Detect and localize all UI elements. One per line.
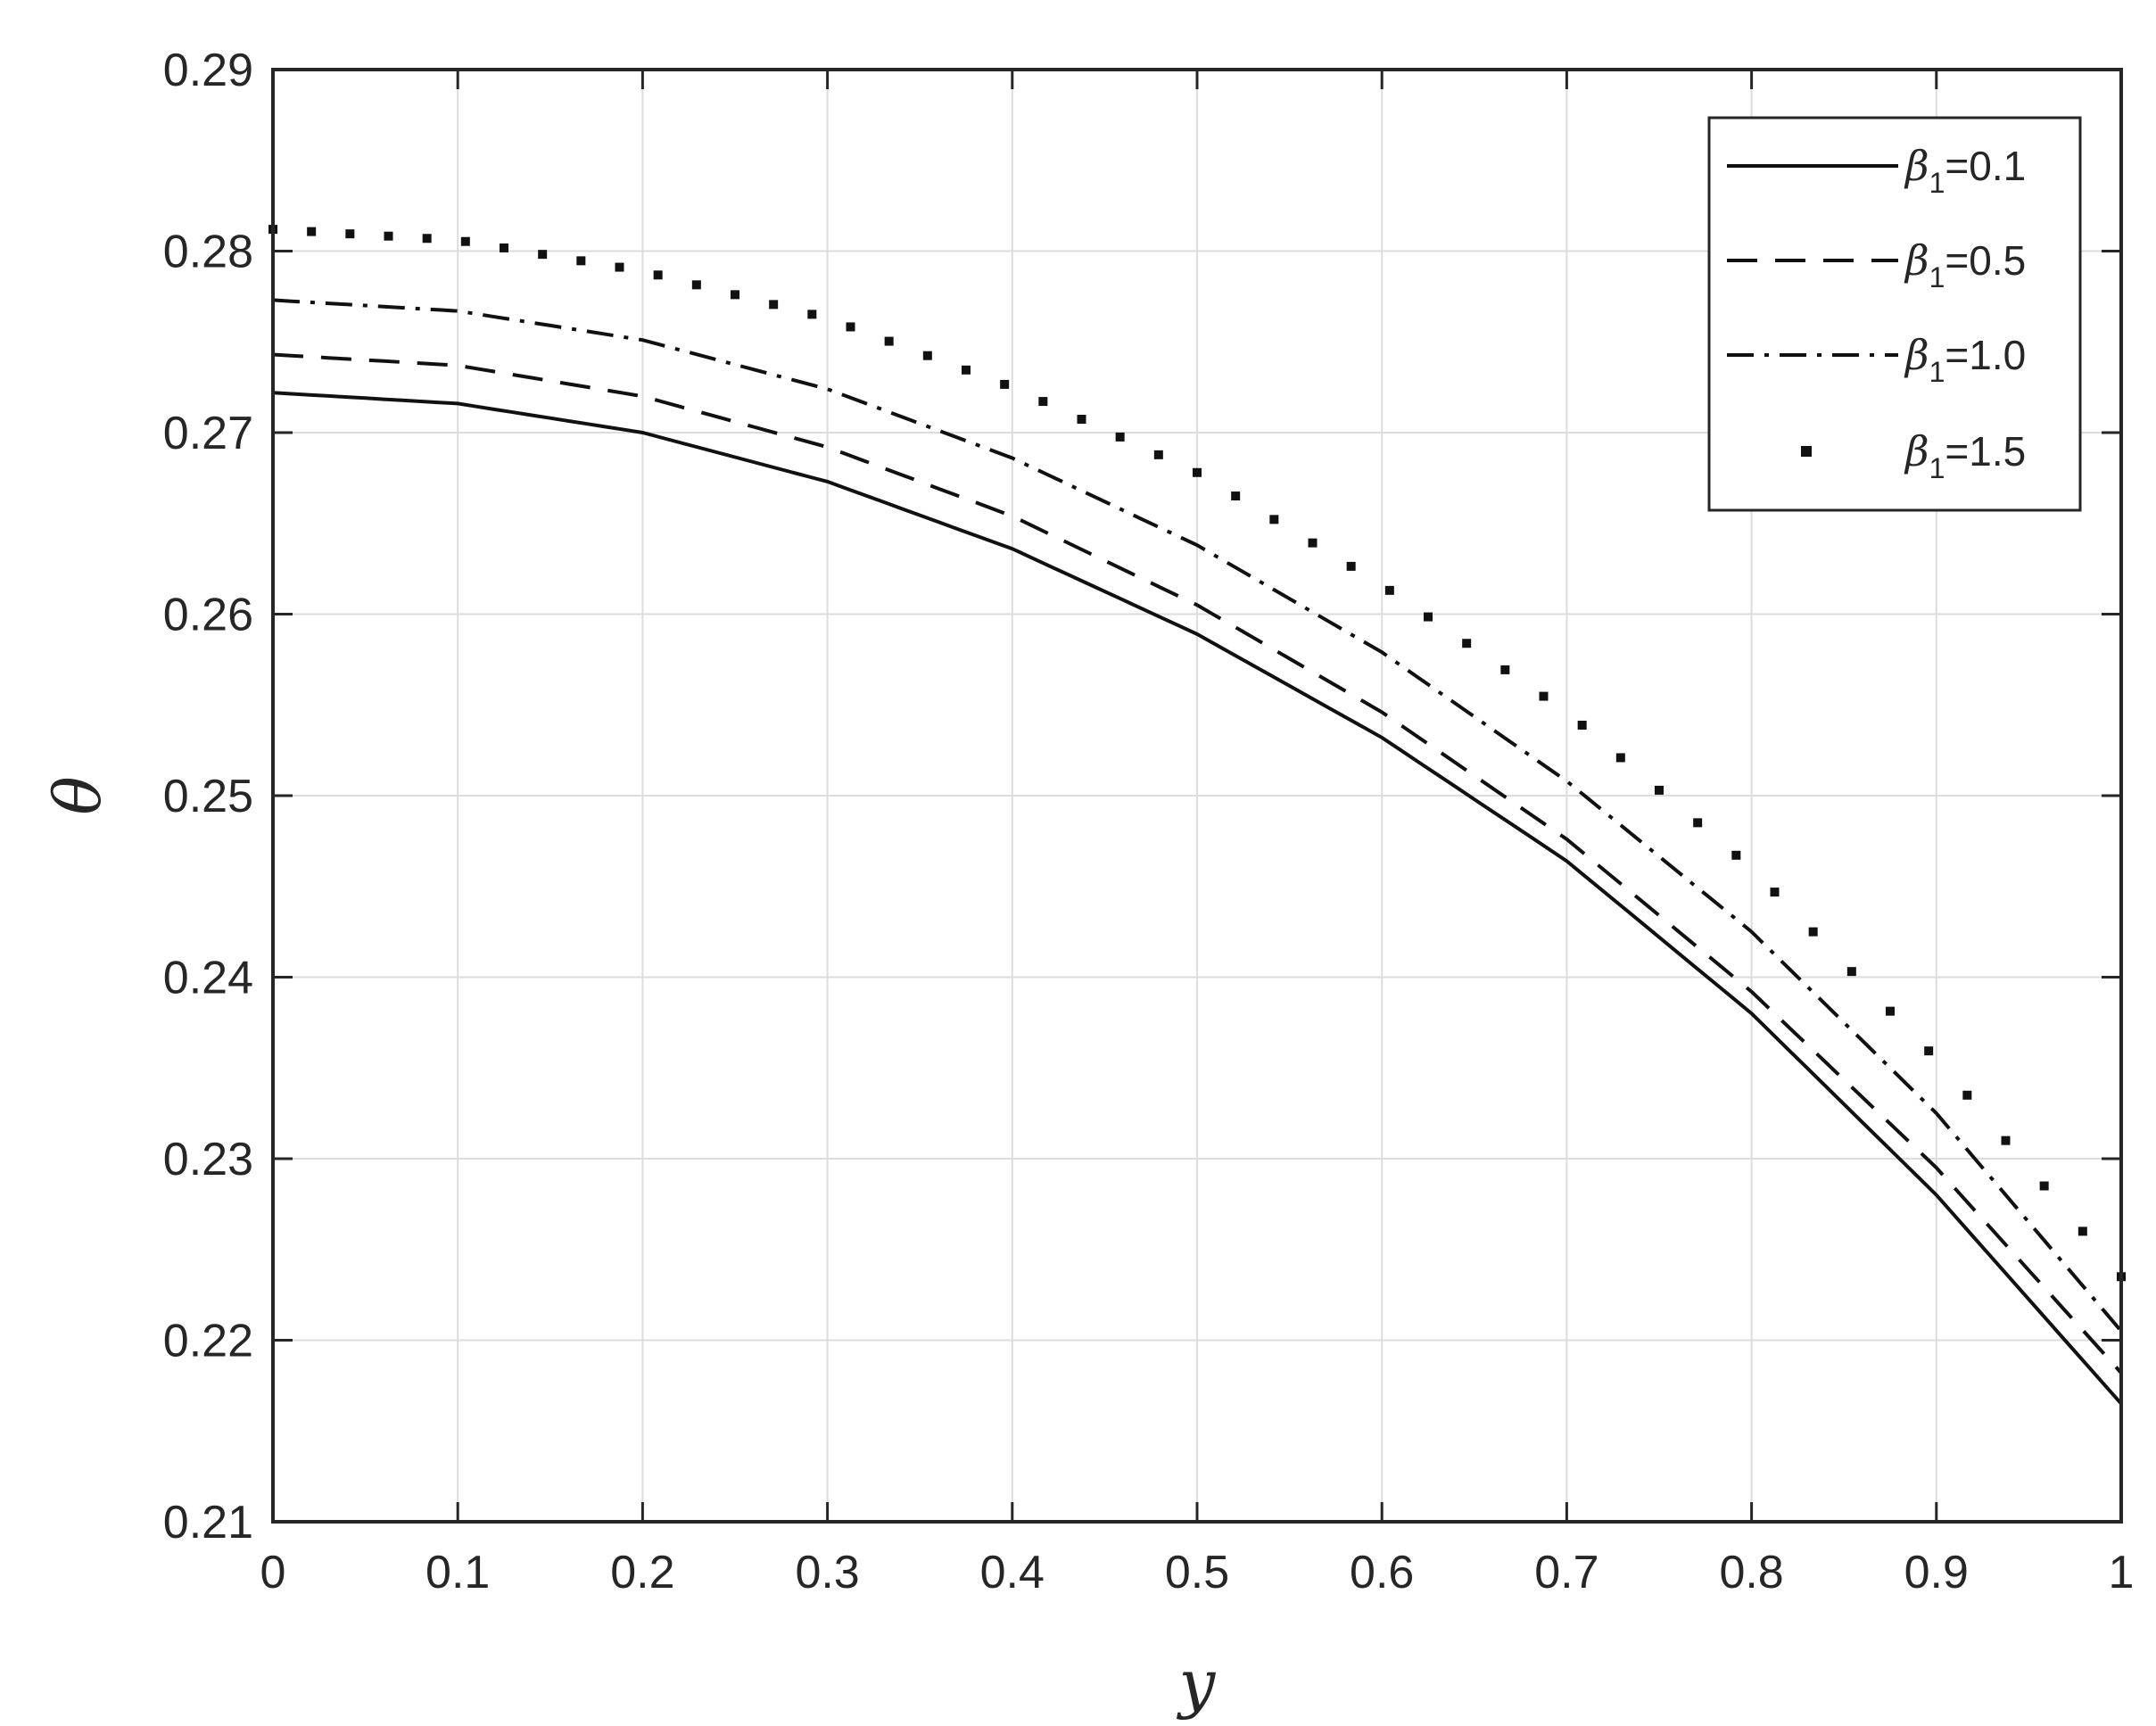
legend-value: =0.5	[1945, 237, 2026, 284]
series-point	[1886, 1006, 1895, 1016]
series-point	[2078, 1226, 2087, 1236]
x-tick-label: 0.1	[425, 1547, 490, 1598]
series-point	[1462, 639, 1472, 648]
series-point	[1308, 538, 1318, 548]
legend-value: =0.1	[1945, 143, 2026, 189]
series-point	[2039, 1181, 2049, 1191]
legend-label: β1=0.1	[1904, 142, 2026, 199]
y-tick-label: 0.24	[163, 953, 253, 1004]
series-point	[1038, 397, 1048, 407]
x-tick-label: 0.5	[1165, 1547, 1229, 1598]
legend-value: =1.0	[1945, 332, 2026, 378]
x-tick-label: 0.7	[1534, 1547, 1598, 1598]
series-point	[1770, 888, 1780, 897]
series-point	[1846, 967, 1856, 977]
series-point	[384, 231, 393, 241]
series-point	[653, 270, 663, 280]
legend-label: β1=1.5	[1904, 427, 2026, 484]
series-point	[1924, 1046, 1934, 1056]
series-line	[272, 391, 2123, 1406]
x-tick-label: 0.4	[980, 1547, 1045, 1598]
legend-subscript: 1	[1929, 356, 1945, 388]
series-point	[1615, 753, 1625, 763]
series-point	[691, 280, 701, 290]
series-point	[769, 300, 779, 310]
legend-symbol: β	[1904, 142, 1929, 190]
series-point	[1193, 467, 1202, 477]
series-point	[884, 336, 894, 346]
x-tick-label: 0.9	[1904, 1547, 1969, 1598]
series-line	[272, 298, 2123, 1333]
series-group	[268, 225, 2126, 1406]
series-point	[1577, 720, 1587, 730]
legend-swatch	[1801, 446, 1812, 457]
tick-labels: 0 0.1 0.2 0.3 0.4 0.5 0.6 0.7 0.8 0.9 1 0.21 0.22 0.2…	[163, 45, 2135, 1598]
y-tick-label: 0.25	[163, 771, 253, 822]
series-point	[538, 250, 548, 260]
y-tick-label: 0.22	[163, 1316, 253, 1367]
legend-label: β1=0.5	[1904, 236, 2026, 293]
series-point	[1269, 515, 1279, 524]
series-point	[1384, 585, 1394, 595]
x-tick-label: 0.6	[1350, 1547, 1414, 1598]
legend-symbol: β	[1904, 236, 1929, 285]
x-axis-label: y	[1177, 1646, 1217, 1721]
series-point	[1962, 1090, 1972, 1100]
series-point	[345, 229, 355, 239]
series-point	[1115, 432, 1125, 442]
series-point	[500, 243, 508, 252]
series-point	[1077, 414, 1086, 424]
legend-subscript: 1	[1929, 452, 1945, 484]
x-tick-label: 1	[2109, 1547, 2135, 1598]
legend-label: β1=1.0	[1904, 331, 2026, 388]
legend-value: =1.5	[1945, 428, 2026, 475]
y-tick-label: 0.28	[163, 227, 253, 278]
series-point	[1231, 491, 1241, 501]
series-point	[422, 234, 432, 244]
series-point	[731, 290, 739, 300]
series-point	[1153, 450, 1163, 459]
legend: β1=0.1β1=0.5β1=1.0β1=1.5	[1707, 116, 2082, 512]
series-point	[1000, 379, 1010, 389]
series-point	[846, 322, 855, 332]
series-point	[1500, 665, 1510, 674]
series-point	[962, 365, 971, 375]
series-point	[576, 256, 586, 266]
y-tick-label: 0.29	[163, 45, 253, 96]
series-point	[307, 227, 317, 236]
legend-symbol: β	[1904, 427, 1929, 475]
series-point	[460, 236, 470, 246]
series-point	[1346, 561, 1356, 571]
x-tick-label: 0.8	[1719, 1547, 1783, 1598]
legend-symbol: β	[1904, 331, 1929, 379]
x-tick-label: 0	[260, 1547, 286, 1598]
x-tick-label: 0.3	[795, 1547, 859, 1598]
ticks	[271, 68, 2123, 1524]
series-point	[922, 351, 932, 360]
series-point	[807, 310, 817, 319]
y-tick-label: 0.23	[163, 1134, 253, 1185]
series-line	[272, 352, 2123, 1375]
series-point	[2001, 1136, 2011, 1145]
y-tick-label: 0.27	[163, 408, 253, 459]
legend-subscript: 1	[1929, 261, 1945, 293]
series-point	[1731, 850, 1741, 860]
legend-box	[1707, 116, 2082, 512]
series-point	[1693, 818, 1703, 828]
series-point	[1424, 612, 1433, 622]
series-point	[615, 262, 624, 272]
series-point	[1808, 927, 1818, 937]
y-tick-label: 0.26	[163, 590, 253, 641]
y-tick-label: 0.21	[163, 1497, 253, 1548]
series-point	[1655, 785, 1664, 795]
y-axis-label: θ	[40, 776, 115, 814]
legend-subscript: 1	[1929, 167, 1945, 199]
x-tick-label: 0.2	[610, 1547, 674, 1598]
series-point	[1539, 691, 1549, 701]
